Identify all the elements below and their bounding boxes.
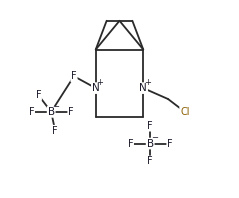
Text: N: N [139, 83, 147, 93]
Text: B: B [48, 107, 55, 117]
Text: F: F [147, 121, 153, 131]
Text: Cl: Cl [180, 107, 190, 117]
Text: F: F [147, 156, 153, 166]
Text: F: F [36, 90, 41, 100]
Text: −: − [52, 102, 59, 111]
Text: F: F [167, 139, 173, 148]
Text: F: F [71, 71, 77, 81]
Text: F: F [68, 107, 74, 117]
Text: F: F [52, 126, 58, 136]
Text: −: − [151, 133, 158, 143]
Text: B: B [147, 139, 154, 148]
Text: N: N [92, 83, 100, 93]
Text: F: F [29, 107, 34, 117]
Text: F: F [128, 139, 133, 148]
Text: +: + [97, 78, 103, 87]
Text: +: + [144, 78, 151, 87]
